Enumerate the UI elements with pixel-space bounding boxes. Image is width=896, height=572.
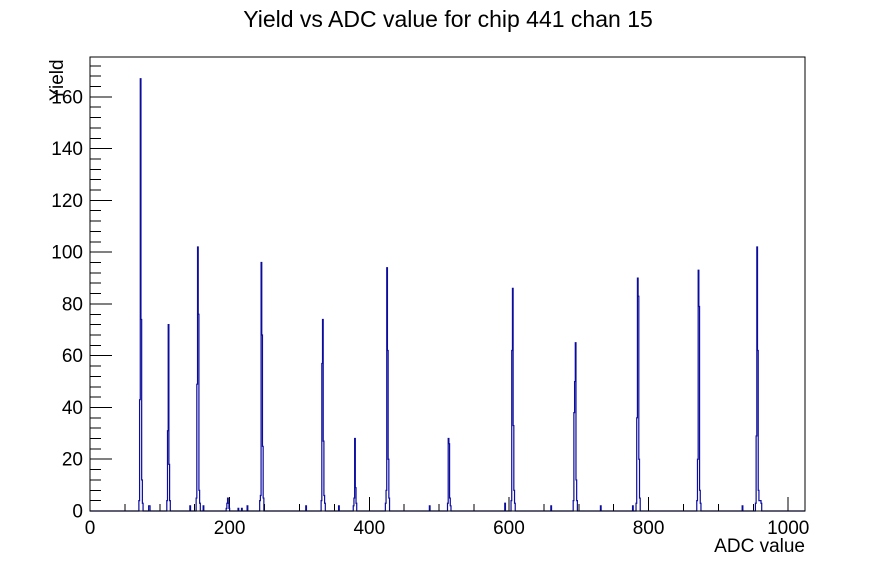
y-axis-title: Yield [47,59,68,101]
y-tick-label: 60 [62,346,83,367]
chart-title: Yield vs ADC value for chip 441 chan 15 [243,6,653,32]
y-tick-label: 160 [51,87,83,108]
axis-ticks [89,65,789,512]
y-tick-label: 140 [51,139,83,160]
x-tick-label: 800 [633,518,665,539]
histogram-line [90,78,805,512]
x-tick-label: 200 [214,518,246,539]
x-axis-title: ADC value [714,536,805,557]
y-tick-label: 80 [62,294,83,315]
x-tick-label: 600 [493,518,525,539]
y-tick-label: 0 [72,502,83,523]
x-tick-label: 1000 [767,518,809,539]
y-tick-label: 100 [51,243,83,264]
plot-frame [89,56,806,512]
x-tick-label: 400 [353,518,385,539]
y-tick-label: 120 [51,191,83,212]
y-tick-label: 40 [62,398,83,419]
x-tick-label: 0 [85,518,96,539]
axis-tick-labels: 0 200 400 600 800 1000 0 20 40 60 80 100 120 140 160 [51,87,809,539]
y-tick-label: 20 [62,450,83,471]
